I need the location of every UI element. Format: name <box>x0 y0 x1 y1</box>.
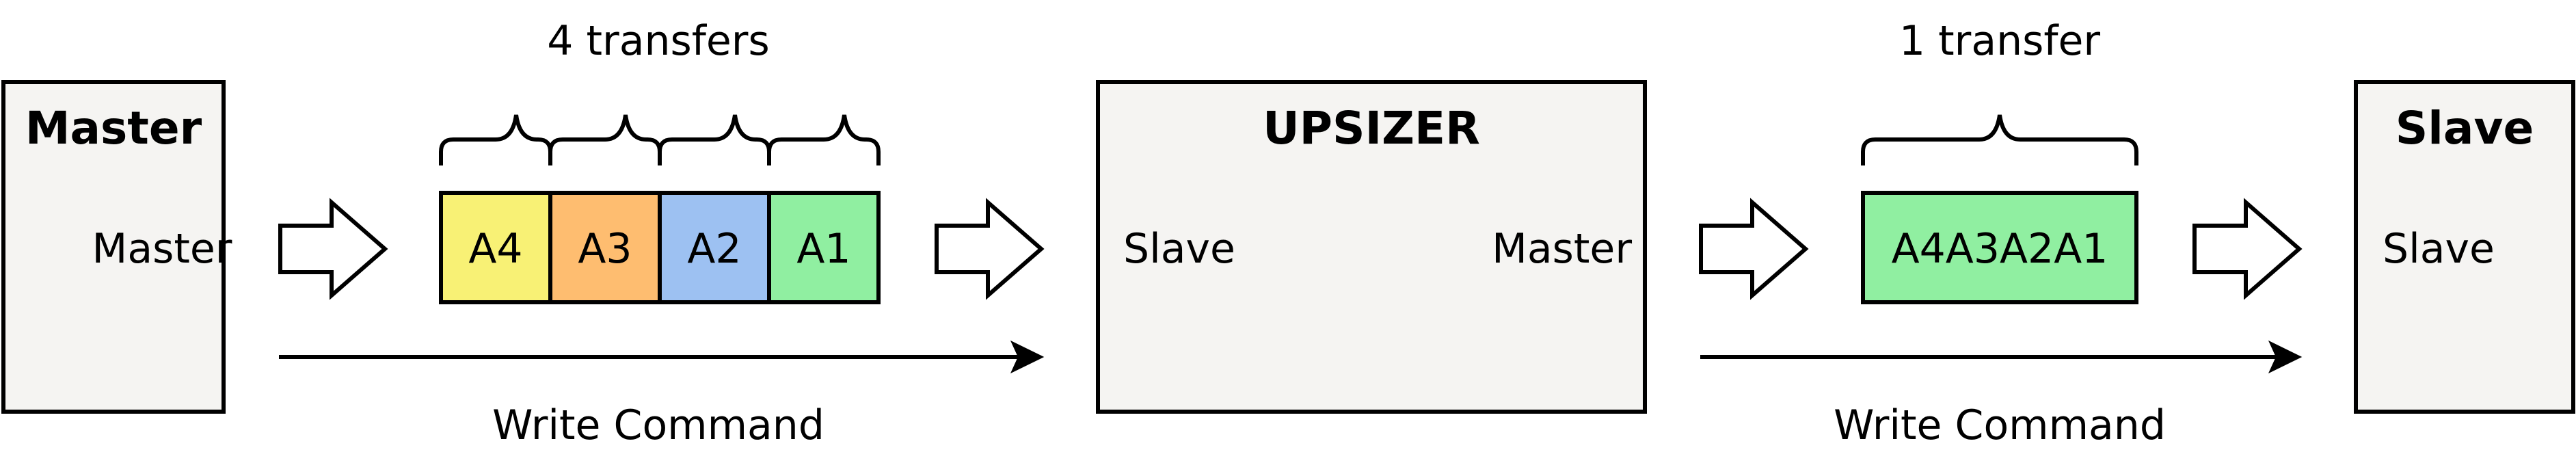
flow-arrow-1 <box>278 198 388 300</box>
transfer-cell-a2: A2 <box>658 191 771 304</box>
flow-arrow-3 <box>1699 198 1809 300</box>
transfer-cell-combined-box <box>1861 191 2138 304</box>
left-write-command-arrowhead <box>1010 340 1045 374</box>
right-write-command-label: Write Command <box>1834 401 2166 449</box>
transfer-cell-a1-box <box>767 191 881 304</box>
transfer-cell-combined-label: A4A3A2A1 <box>1892 225 2108 273</box>
upsizer-block-title: UPSIZER <box>1263 102 1480 155</box>
transfer-cell-a4-box <box>439 191 552 304</box>
master-block-title: Master <box>25 102 202 155</box>
transfer-cell-combined: A4A3A2A1 <box>1861 191 2138 304</box>
left-brace-2 <box>548 114 662 165</box>
left-brace-1 <box>439 114 552 165</box>
upsizer-block: UPSIZER Slave Master <box>1096 80 1647 414</box>
transfer-cell-a4-label: A4 <box>468 225 522 273</box>
left-write-command-label: Write Command <box>492 401 824 449</box>
transfer-cell-a4: A4 <box>439 191 552 304</box>
flow-arrow-2 <box>935 198 1045 300</box>
right-write-command: Write Command <box>1700 340 2303 449</box>
left-brace-group <box>439 114 881 165</box>
right-brace <box>1861 114 2138 165</box>
slave-block-title: Slave <box>2396 102 2534 155</box>
master-port-label: Master <box>92 225 232 273</box>
master-block: Master Master <box>1 80 232 414</box>
master-block-box <box>1 80 226 414</box>
transfer-cell-a1-label: A1 <box>796 225 850 273</box>
right-transfer-count-label: 1 transfer <box>1899 17 2101 65</box>
transfer-cell-a3: A3 <box>548 191 662 304</box>
left-brace-4 <box>767 114 881 165</box>
slave-block: Slave Slave <box>2354 80 2575 414</box>
right-write-command-arrowhead <box>2268 340 2303 374</box>
slave-port-label: Slave <box>2383 225 2495 273</box>
upsizer-master-port-label: Master <box>1492 225 1632 273</box>
left-brace-3 <box>658 114 771 165</box>
transfer-cell-a1: A1 <box>767 191 881 304</box>
transfer-cell-a2-label: A2 <box>687 225 741 273</box>
left-write-command: Write Command <box>279 340 1045 449</box>
slave-block-box <box>2354 80 2575 414</box>
upsizer-block-box <box>1096 80 1647 414</box>
left-transfer-cells: A4 A3 A2 A1 <box>439 191 881 304</box>
upsizer-slave-port-label: Slave <box>1123 225 1235 273</box>
flow-arrow-4 <box>2192 198 2303 300</box>
transfer-cell-a3-label: A3 <box>578 225 632 273</box>
transfer-cell-a3-box <box>548 191 662 304</box>
left-transfer-count-label: 4 transfers <box>547 17 769 65</box>
